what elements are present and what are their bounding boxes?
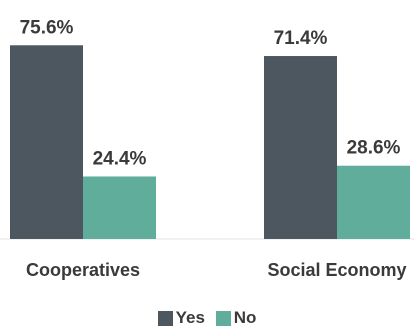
- bars-group: [10, 45, 410, 240]
- legend-swatch-no: [215, 310, 231, 326]
- bar-social-economy-no: [337, 165, 410, 239]
- value-label-social-economy-no: 28.6%: [347, 138, 401, 159]
- legend-swatch-yes: [157, 310, 173, 326]
- legend-label-yes: Yes: [175, 308, 205, 327]
- bar-cooperatives-yes: [10, 45, 83, 240]
- legend-label-no: No: [233, 308, 257, 327]
- value-label-cooperatives-no: 24.4%: [93, 148, 147, 169]
- category-label-cooperatives: Cooperatives: [26, 260, 140, 280]
- category-labels-group: Cooperatives Social Economy: [26, 260, 407, 280]
- value-label-social-economy-yes: 71.4%: [274, 28, 328, 49]
- bar-cooperatives-no: [83, 176, 156, 239]
- bar-social-economy-yes: [264, 56, 337, 239]
- value-label-cooperatives-yes: 75.6%: [20, 17, 74, 38]
- category-label-social-economy: Social Economy: [267, 260, 406, 280]
- legend-item-no: No: [215, 308, 257, 328]
- legend: Yes No: [0, 308, 414, 331]
- value-labels-group: 75.6% 24.4% 71.4% 28.6%: [20, 17, 401, 169]
- legend-item-yes: Yes: [157, 308, 205, 328]
